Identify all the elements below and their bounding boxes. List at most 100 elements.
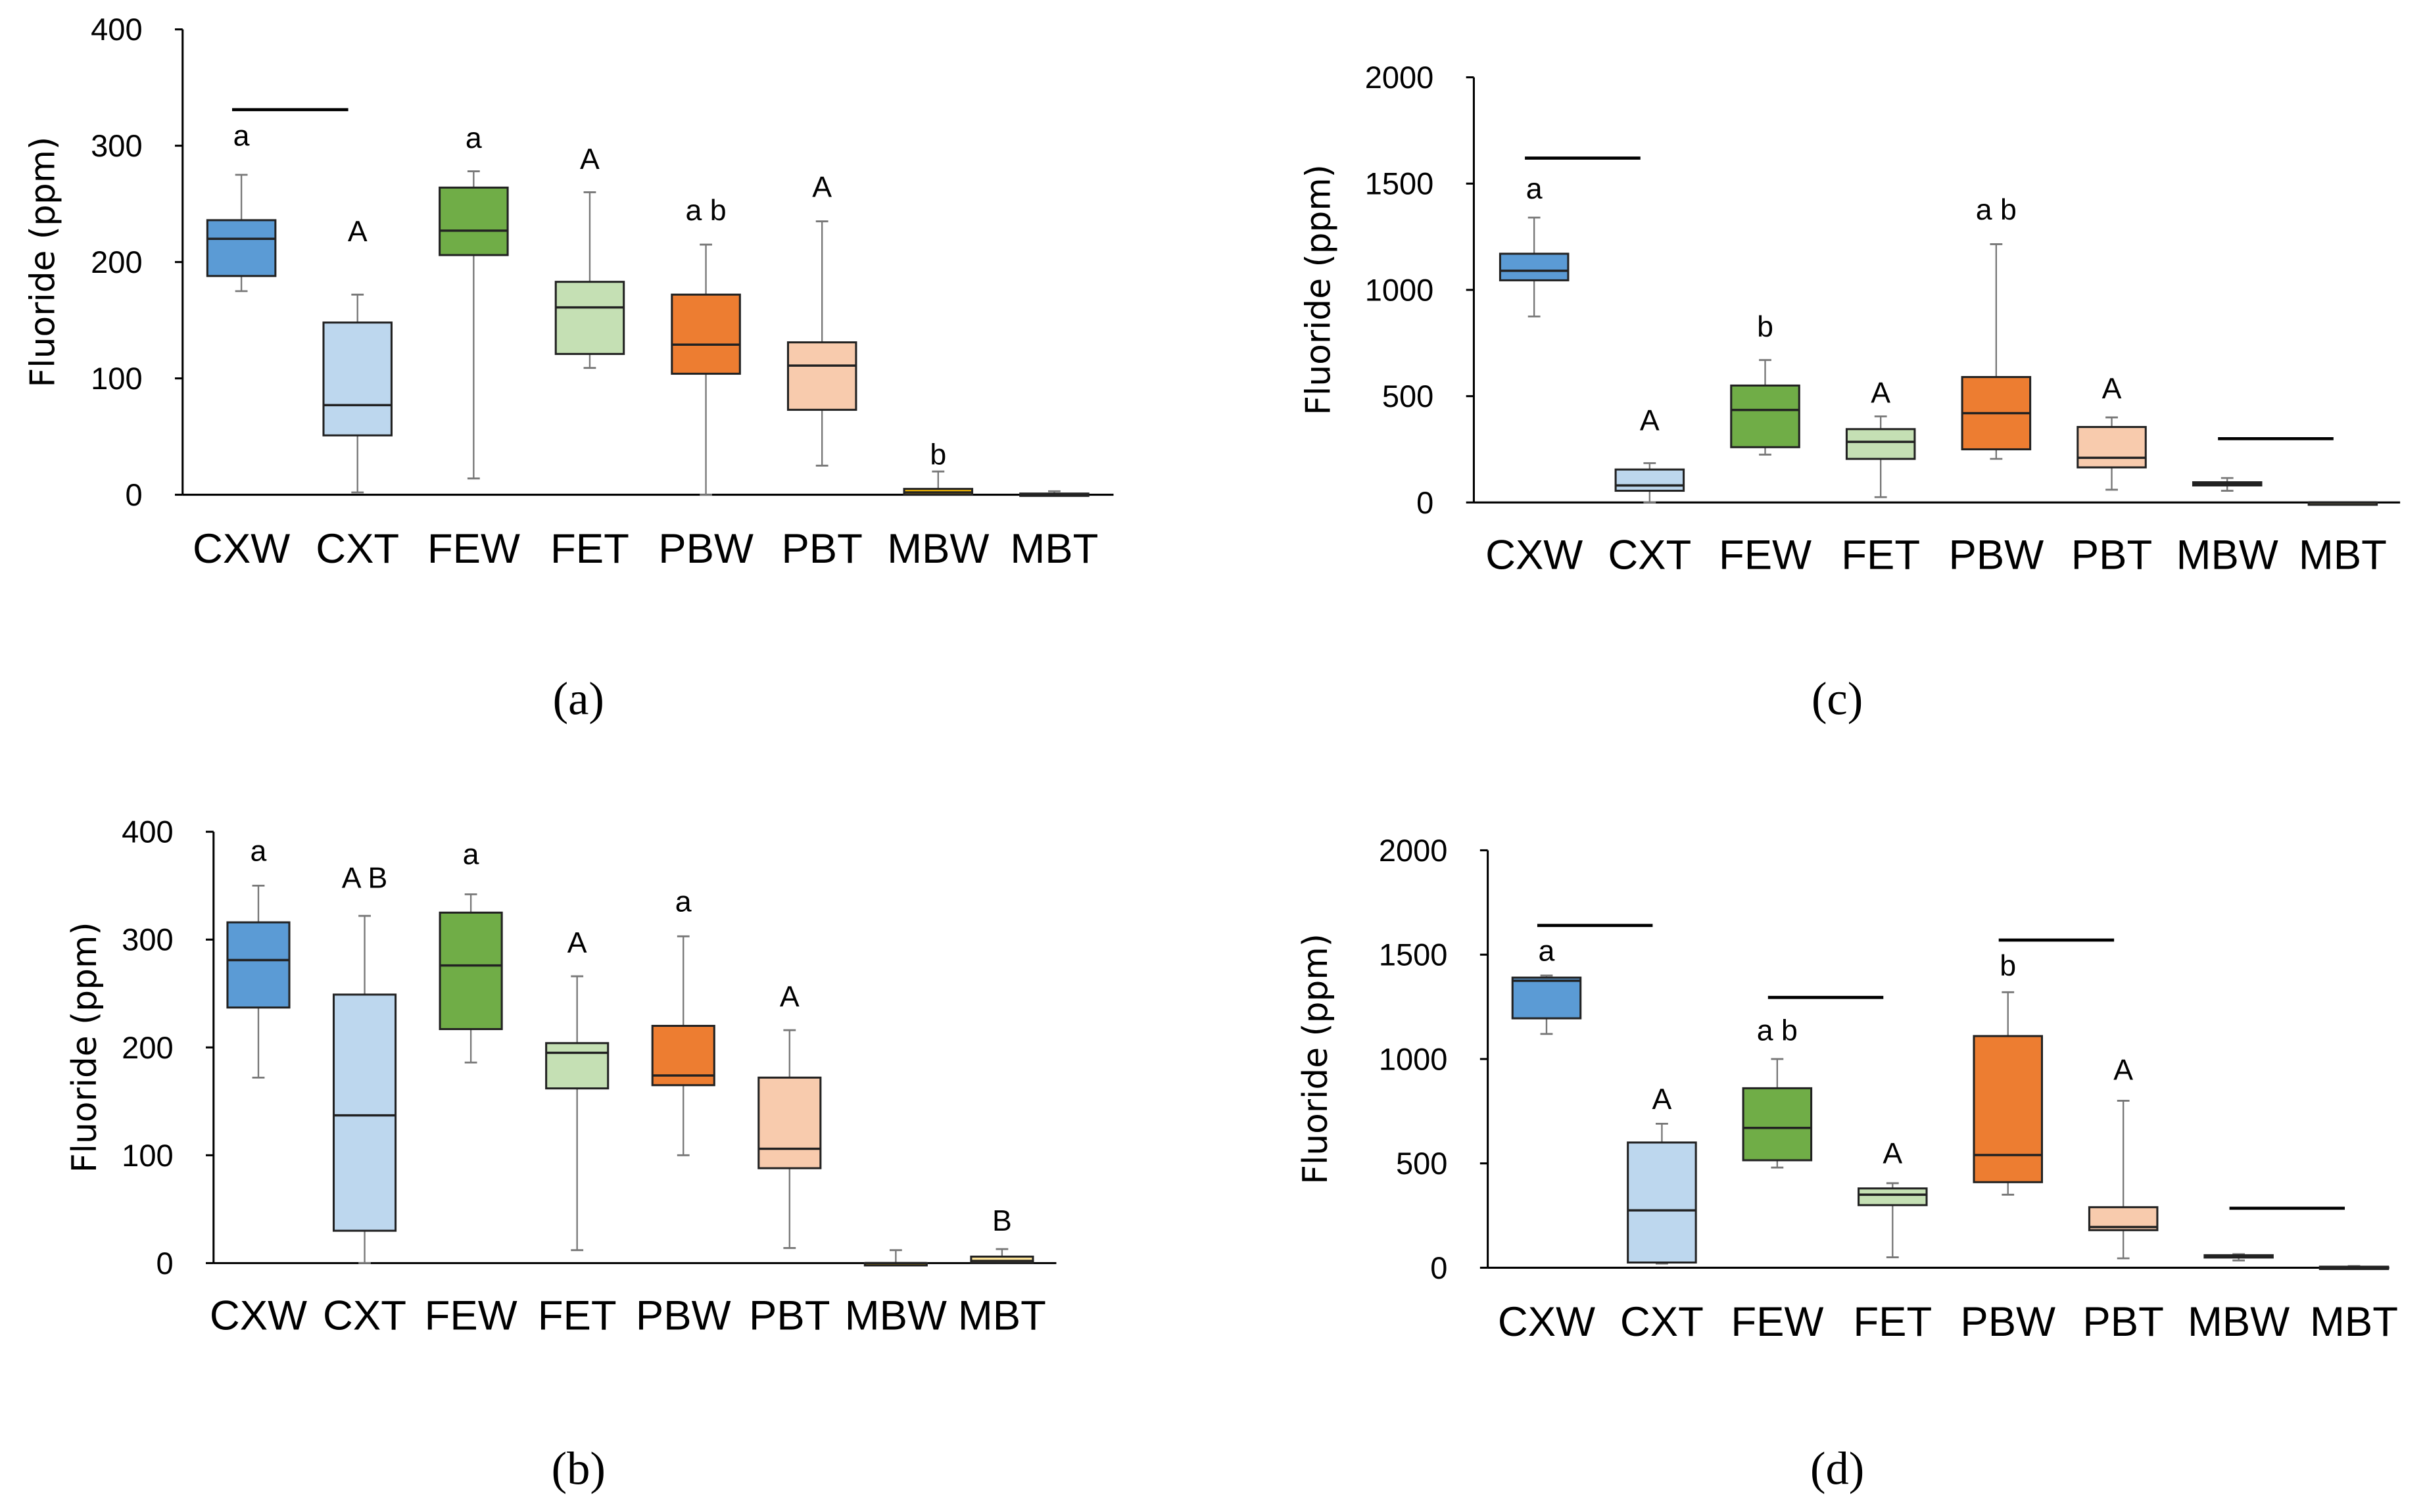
y-tick-label: 100	[122, 1138, 173, 1173]
box	[206, 219, 277, 277]
y-tick-label: 300	[91, 128, 142, 163]
significance-letter: A	[1871, 377, 1890, 409]
significance-letter: A B	[342, 862, 388, 895]
box	[332, 993, 397, 1232]
box-pbt: A	[786, 172, 857, 467]
y-tick-label: 300	[122, 922, 173, 957]
significance-letter: a b	[686, 195, 727, 227]
box-cxw: a	[1511, 935, 1582, 1035]
panel-b: 0 100 200 300 400 Fluoride (ppm) CXW CXT FEW FET P…	[65, 815, 1057, 1495]
box	[545, 1042, 610, 1090]
x-tick-label: FET	[1841, 532, 1920, 578]
significance-letter: A	[780, 981, 800, 1013]
significance-letter: a	[463, 838, 479, 870]
x-tick-label: FET	[1853, 1299, 1932, 1345]
box	[1614, 468, 1685, 492]
significance-letter: a	[251, 836, 267, 868]
box-pbw: a b	[1961, 194, 2032, 460]
box-cxw: a	[206, 120, 277, 293]
y-tick-label: 1500	[1379, 937, 1448, 972]
x-tick-label: CXW	[210, 1292, 307, 1338]
box-fet: A	[554, 143, 625, 369]
x-tick-label: CXW	[1498, 1299, 1595, 1345]
x-tick-label: FEW	[425, 1292, 517, 1338]
y-tick-label: 2000	[1365, 60, 1434, 95]
box-few: a b	[1742, 1014, 1813, 1169]
box	[439, 911, 503, 1030]
x-tick-label: FEW	[1719, 532, 1812, 578]
box-mbt: B	[970, 1205, 1034, 1264]
y-tick-label: 500	[1382, 379, 1433, 413]
box-cxw: a	[226, 836, 291, 1079]
y-tick-label: 0	[1416, 485, 1433, 520]
y-tick-label: 0	[125, 477, 142, 512]
x-tick-label: CXW	[193, 526, 290, 572]
box	[1858, 1187, 1928, 1206]
y-tick-label: 0	[1430, 1250, 1447, 1285]
box	[1730, 384, 1800, 448]
y-tick-label: 500	[1396, 1146, 1447, 1181]
x-tick-label: PBW	[636, 1292, 731, 1338]
box-mbw	[2203, 1253, 2274, 1262]
significance-letter: b	[930, 439, 946, 471]
x-tick-label: PBW	[1960, 1299, 2055, 1345]
box-cxt: A	[322, 216, 393, 494]
box-mbt	[2307, 501, 2378, 506]
y-tick-label: 1000	[1365, 272, 1434, 307]
x-tick-label: MBT	[2310, 1299, 2398, 1345]
x-tick-label: CXT	[1620, 1299, 1704, 1345]
box-pbw: b	[1973, 950, 2044, 1196]
significance-letter: b	[2000, 950, 2016, 982]
box	[226, 921, 291, 1009]
significance-letter: b	[1757, 311, 1773, 343]
box-few: b	[1730, 311, 1800, 456]
x-tick-label: PBT	[2082, 1299, 2163, 1345]
box-cxt: A B	[332, 862, 397, 1264]
y-tick-label: 0	[156, 1246, 173, 1281]
significance-letter: a	[466, 122, 482, 154]
significance-letter: A	[348, 216, 368, 248]
significance-letter: A	[580, 143, 600, 176]
x-tick-label: CXT	[316, 526, 399, 572]
box	[786, 341, 857, 411]
x-tick-label: FEW	[427, 526, 520, 572]
box	[1511, 976, 1582, 1020]
box-mbw: b	[903, 439, 974, 496]
x-tick-label: MBW	[845, 1292, 947, 1338]
panel-label: (a)	[553, 674, 604, 725]
box-few: a	[439, 122, 509, 480]
box-fet: A	[545, 927, 610, 1252]
panel-label: (d)	[1810, 1444, 1864, 1495]
box-few: a	[439, 838, 503, 1064]
y-axis-title: Fluoride (ppm)	[65, 922, 105, 1173]
box	[1742, 1087, 1813, 1162]
significance-letter: A	[2102, 373, 2122, 405]
x-tick-label: MBW	[2176, 532, 2278, 578]
x-tick-label: CXT	[1608, 532, 1691, 578]
panel-d: 0 500 1000 1500 2000 Fluoride (ppm) CXW CXT FEW F…	[1296, 833, 2398, 1495]
y-tick-label: 1000	[1379, 1041, 1448, 1076]
x-tick-label: PBT	[2071, 532, 2152, 578]
box-mbt	[2318, 1265, 2389, 1270]
x-tick-label: MBT	[1010, 526, 1098, 572]
box-pbt: A	[2088, 1054, 2159, 1260]
x-tick-label: FET	[550, 526, 629, 572]
x-tick-label: MBT	[2299, 532, 2387, 578]
box-pbw: a	[651, 886, 715, 1156]
box-mbt	[1019, 490, 1090, 497]
box	[1627, 1141, 1697, 1264]
box	[757, 1076, 822, 1169]
box-mbw	[863, 1249, 928, 1267]
significance-letter: A	[2113, 1054, 2133, 1087]
x-tick-label: PBT	[781, 526, 862, 572]
box	[2077, 425, 2147, 469]
y-tick-label: 400	[91, 12, 142, 47]
significance-letter: a b	[1976, 194, 2017, 226]
y-axis-title: Fluoride (ppm)	[1299, 164, 1339, 415]
y-tick-label: 1500	[1365, 166, 1434, 201]
box-mbw	[2192, 477, 2263, 492]
box-fet: A	[1858, 1138, 1928, 1258]
box	[1845, 428, 1916, 460]
y-tick-label: 200	[122, 1030, 173, 1065]
